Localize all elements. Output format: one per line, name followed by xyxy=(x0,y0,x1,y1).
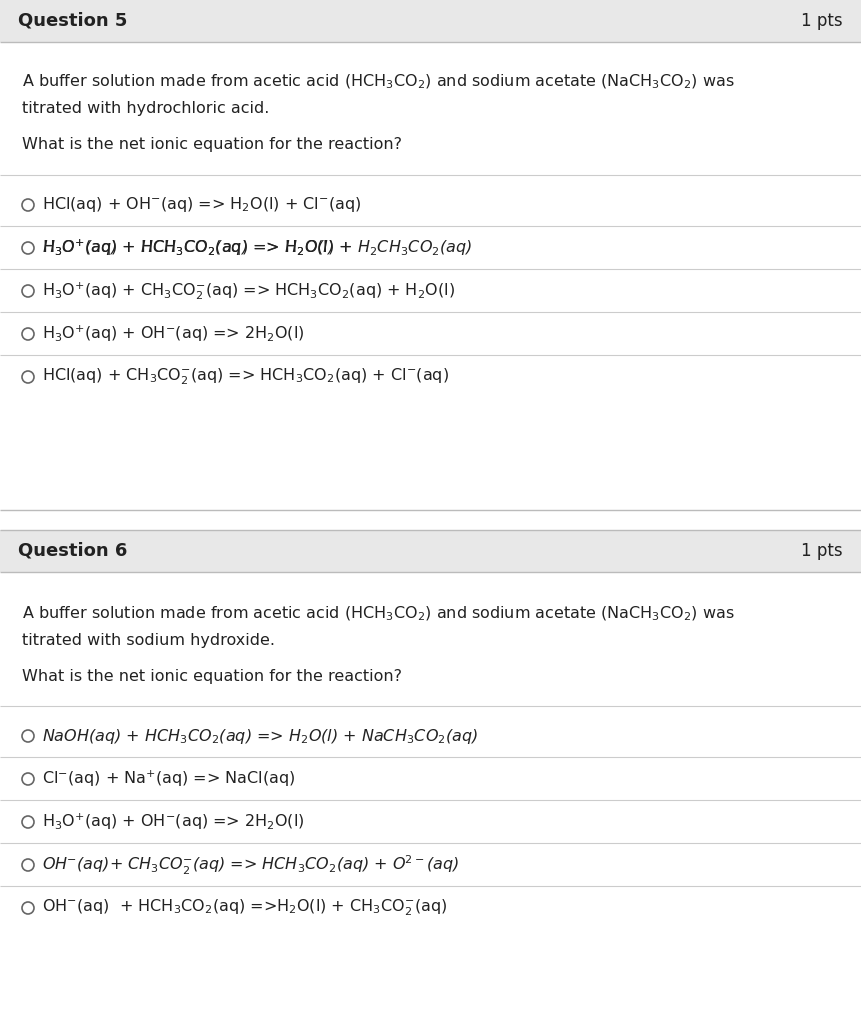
Text: titrated with sodium hydroxide.: titrated with sodium hydroxide. xyxy=(22,633,275,647)
Text: H$_3$O$^{+}$(aq) + OH$^{-}$(aq) => 2H$_2$O(l): H$_3$O$^{+}$(aq) + OH$^{-}$(aq) => 2H$_2… xyxy=(42,812,305,833)
Text: H$_3$O$^{+}$(aq) + OH$^{-}$(aq) => 2H$_2$O(l): H$_3$O$^{+}$(aq) + OH$^{-}$(aq) => 2H$_2… xyxy=(42,324,305,344)
Text: A buffer solution made from acetic acid (HCH$_3$CO$_2$) and sodium acetate (NaCH: A buffer solution made from acetic acid … xyxy=(22,605,734,624)
Text: OH$^{-}$(aq)  + HCH$_3$CO$_2$(aq) =>H$_2$O(l) + CH$_3$CO$_2^{-}$(aq): OH$^{-}$(aq) + HCH$_3$CO$_2$(aq) =>H$_2$… xyxy=(42,898,447,919)
Text: Question 5: Question 5 xyxy=(18,12,127,30)
Text: What is the net ionic equation for the reaction?: What is the net ionic equation for the r… xyxy=(22,669,402,683)
Text: 1 pts: 1 pts xyxy=(802,542,843,560)
Text: H$_3$O$^{+}$(aq) + HCH$_3$CO$_2$(aq) => H$_2$O(l) + H$_2$CH$_3$CO$_2$(aq): H$_3$O$^{+}$(aq) + HCH$_3$CO$_2$(aq) => … xyxy=(42,238,472,258)
Bar xyxy=(0,572,861,1024)
Text: A buffer solution made from acetic acid (HCH$_3$CO$_2$) and sodium acetate (NaCH: A buffer solution made from acetic acid … xyxy=(22,73,734,91)
Text: titrated with hydrochloric acid.: titrated with hydrochloric acid. xyxy=(22,100,269,116)
Text: Cl$^{-}$(aq) + Na$^{+}$(aq) => NaCl(aq): Cl$^{-}$(aq) + Na$^{+}$(aq) => NaCl(aq) xyxy=(42,769,295,790)
Text: H$_3$O$^{+}$(aq) + CH$_3$CO$_2^{-}$(aq) => HCH$_3$CO$_2$(aq) + H$_2$O(l): H$_3$O$^{+}$(aq) + CH$_3$CO$_2^{-}$(aq) … xyxy=(42,281,455,302)
Text: H$_3$O$^{+}$(aq) + HCH$_3$CO$_2$(aq) => H$_2$O(l) +: H$_3$O$^{+}$(aq) + HCH$_3$CO$_2$(aq) => … xyxy=(42,238,354,258)
Text: HCl(aq) + OH$^{-}$(aq) => H$_2$O(l) + Cl$^{-}$(aq): HCl(aq) + OH$^{-}$(aq) => H$_2$O(l) + Cl… xyxy=(42,196,362,214)
Text: Question 6: Question 6 xyxy=(18,542,127,560)
Bar xyxy=(0,530,861,572)
Text: 1 pts: 1 pts xyxy=(802,12,843,30)
Text: OH$^{-}$(aq)+ CH$_3$CO$_2^{-}$(aq) => HCH$_3$CO$_2$(aq) + O$^{2-}$(aq): OH$^{-}$(aq)+ CH$_3$CO$_2^{-}$(aq) => HC… xyxy=(42,853,459,877)
Bar xyxy=(0,0,861,42)
Text: HCl(aq) + CH$_3$CO$_2^{-}$(aq) => HCH$_3$CO$_2$(aq) + Cl$^{-}$(aq): HCl(aq) + CH$_3$CO$_2^{-}$(aq) => HCH$_3… xyxy=(42,367,449,387)
Text: What is the net ionic equation for the reaction?: What is the net ionic equation for the r… xyxy=(22,137,402,153)
Bar xyxy=(0,42,861,510)
Text: NaOH(aq) + HCH$_3$CO$_2$(aq) => H$_2$O(l) + NaCH$_3$CO$_2$(aq): NaOH(aq) + HCH$_3$CO$_2$(aq) => H$_2$O(l… xyxy=(42,726,478,745)
